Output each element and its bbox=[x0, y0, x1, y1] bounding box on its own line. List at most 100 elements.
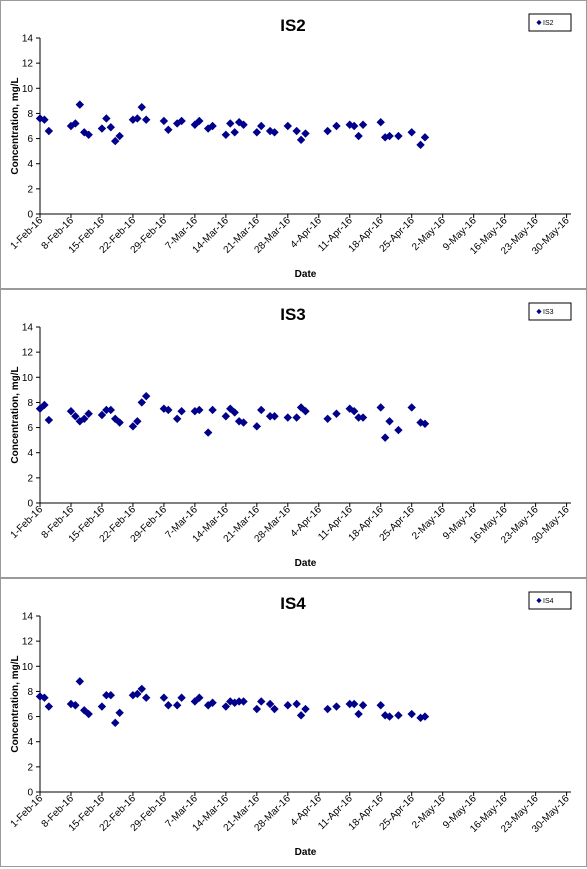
chart-title: IS4 bbox=[280, 594, 306, 613]
y-axis-label: Concentration, mg/L bbox=[10, 77, 21, 174]
data-point bbox=[159, 693, 169, 702]
legend: IS4 bbox=[528, 591, 572, 610]
data-point bbox=[292, 126, 301, 136]
data-point bbox=[252, 128, 262, 137]
data-point bbox=[97, 702, 107, 711]
data-point bbox=[301, 407, 310, 416]
data-point bbox=[106, 405, 115, 415]
data-point bbox=[332, 121, 341, 131]
data-point bbox=[97, 124, 107, 133]
data-point bbox=[394, 131, 403, 141]
y-tick-label: 12 bbox=[22, 637, 34, 648]
legend-label: IS4 bbox=[543, 598, 554, 605]
chart-panel-is3: IS3 0 2 4 6 8 10 12 14 1-Feb-16 8-Feb-16 15-Feb-16 2… bbox=[0, 289, 587, 578]
data-point bbox=[142, 115, 151, 124]
y-tick-label: 6 bbox=[27, 423, 33, 434]
x-tick-label: 1-Feb-16 bbox=[9, 215, 46, 252]
y-tick-label: 2 bbox=[27, 184, 33, 195]
y-axis-label: Concentration, mg/L bbox=[10, 366, 21, 463]
data-point bbox=[159, 116, 169, 126]
chart-is2: IS2024681012141-Feb-168-Feb-1615-Feb-162… bbox=[9, 13, 572, 280]
data-point bbox=[164, 405, 173, 415]
data-point bbox=[190, 120, 200, 129]
data-point bbox=[71, 412, 80, 421]
y-tick-label: 0 bbox=[27, 499, 33, 510]
data-point bbox=[354, 131, 363, 141]
data-point bbox=[133, 689, 142, 699]
data-point bbox=[301, 704, 310, 714]
data-point bbox=[296, 711, 306, 720]
y-tick-label: 4 bbox=[27, 448, 33, 459]
data-point bbox=[84, 709, 93, 719]
data-point bbox=[71, 701, 80, 710]
data-point bbox=[376, 701, 385, 710]
data-point bbox=[407, 403, 416, 412]
data-point bbox=[323, 414, 332, 423]
data-point bbox=[270, 704, 279, 714]
data-point bbox=[230, 408, 239, 417]
x-axis-label: Date bbox=[295, 269, 317, 280]
data-point bbox=[44, 702, 54, 711]
x-axis-label: Date bbox=[295, 847, 317, 858]
data-point bbox=[226, 119, 235, 128]
data-point bbox=[44, 126, 54, 136]
data-point bbox=[345, 699, 354, 709]
y-tick-label: 10 bbox=[22, 84, 34, 95]
y-tick-label: 6 bbox=[27, 712, 33, 723]
legend-box bbox=[528, 591, 572, 610]
data-point bbox=[296, 135, 306, 145]
y-tick-label: 10 bbox=[22, 662, 34, 673]
data-point bbox=[221, 130, 231, 139]
data-point bbox=[332, 409, 341, 418]
data-point bbox=[177, 116, 186, 126]
data-point bbox=[358, 701, 368, 710]
data-point bbox=[177, 407, 186, 416]
data-point bbox=[84, 130, 93, 139]
data-point bbox=[407, 709, 416, 719]
legend-box bbox=[528, 302, 572, 321]
data-point bbox=[75, 677, 85, 686]
data-point bbox=[35, 404, 45, 413]
y-tick-label: 14 bbox=[22, 612, 34, 623]
data-point bbox=[354, 709, 363, 719]
data-point bbox=[115, 418, 124, 427]
y-tick-label: 14 bbox=[22, 34, 34, 45]
data-point bbox=[283, 413, 292, 422]
data-point bbox=[323, 126, 332, 136]
data-point bbox=[349, 407, 359, 416]
data-point bbox=[111, 414, 120, 423]
legend-marker bbox=[536, 19, 542, 26]
data-point bbox=[75, 100, 85, 109]
data-point bbox=[420, 133, 430, 142]
data-point bbox=[128, 422, 138, 431]
legend-label: IS2 bbox=[543, 20, 554, 27]
y-tick-label: 2 bbox=[27, 762, 33, 773]
y-tick-label: 14 bbox=[22, 323, 34, 334]
data-point bbox=[195, 116, 204, 126]
data-point bbox=[239, 418, 248, 427]
data-point bbox=[172, 701, 182, 710]
data-point bbox=[102, 405, 111, 415]
data-point bbox=[257, 405, 266, 415]
y-tick-label: 8 bbox=[27, 687, 33, 698]
data-point bbox=[142, 391, 151, 401]
data-point bbox=[358, 413, 368, 422]
data-point bbox=[102, 114, 111, 123]
chart-title: IS2 bbox=[280, 16, 306, 35]
data-point bbox=[115, 708, 124, 717]
legend-box bbox=[528, 13, 572, 32]
data-point bbox=[35, 692, 45, 701]
data-point bbox=[394, 711, 403, 720]
data-point bbox=[142, 693, 151, 702]
data-point bbox=[407, 128, 416, 137]
data-point bbox=[416, 140, 425, 150]
data-point bbox=[190, 697, 200, 706]
data-point bbox=[111, 136, 120, 146]
data-point bbox=[44, 415, 54, 425]
data-point bbox=[84, 409, 93, 418]
data-point bbox=[71, 119, 80, 128]
data-point bbox=[40, 115, 49, 124]
x-tick-label: 1-Feb-16 bbox=[9, 793, 46, 830]
data-point bbox=[252, 704, 262, 714]
data-point bbox=[292, 413, 301, 422]
